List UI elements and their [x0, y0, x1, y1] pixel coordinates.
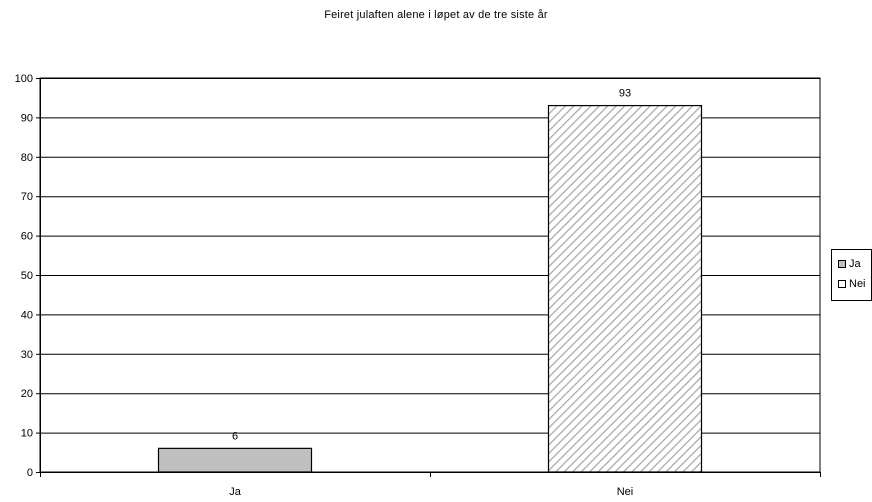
legend-label-ja: Ja: [849, 258, 861, 270]
legend-swatch-nei: [838, 280, 846, 288]
legend-item-nei: Nei: [838, 278, 866, 290]
y-tick-label: 40: [21, 309, 33, 321]
y-tick-label: 30: [21, 349, 33, 361]
data-label-ja: 6: [232, 430, 238, 442]
axes: [36, 78, 821, 477]
bar-ja: [157, 447, 313, 473]
y-tick-label: 90: [21, 112, 33, 124]
y-tick-label: 10: [21, 428, 33, 440]
y-tick-label: 80: [21, 152, 33, 164]
chart-title: Feiret julaften alene i løpet av de tre …: [324, 9, 548, 21]
bar-nei: [547, 104, 703, 473]
labels: 0 10 20 30 40 50 60 70 80 90 100 6 Ja 93 Nei: [15, 73, 634, 498]
y-tick-label: 20: [21, 388, 33, 400]
legend-swatch-ja: [838, 260, 846, 268]
legend: Ja Nei: [831, 249, 872, 301]
x-tick-label-nei: Nei: [617, 486, 634, 498]
y-tick-label: 50: [21, 270, 33, 282]
x-tick-label-ja: Ja: [229, 486, 242, 498]
y-tick-label: 70: [21, 191, 33, 203]
y-tick-label: 100: [15, 73, 33, 85]
legend-label-nei: Nei: [849, 278, 866, 290]
data-label-nei: 93: [619, 88, 631, 100]
gridlines: [39, 77, 821, 473]
legend-item-ja: Ja: [838, 258, 861, 270]
bars: [157, 104, 703, 473]
y-tick-label: 0: [27, 467, 33, 479]
y-tick-label: 60: [21, 231, 33, 243]
